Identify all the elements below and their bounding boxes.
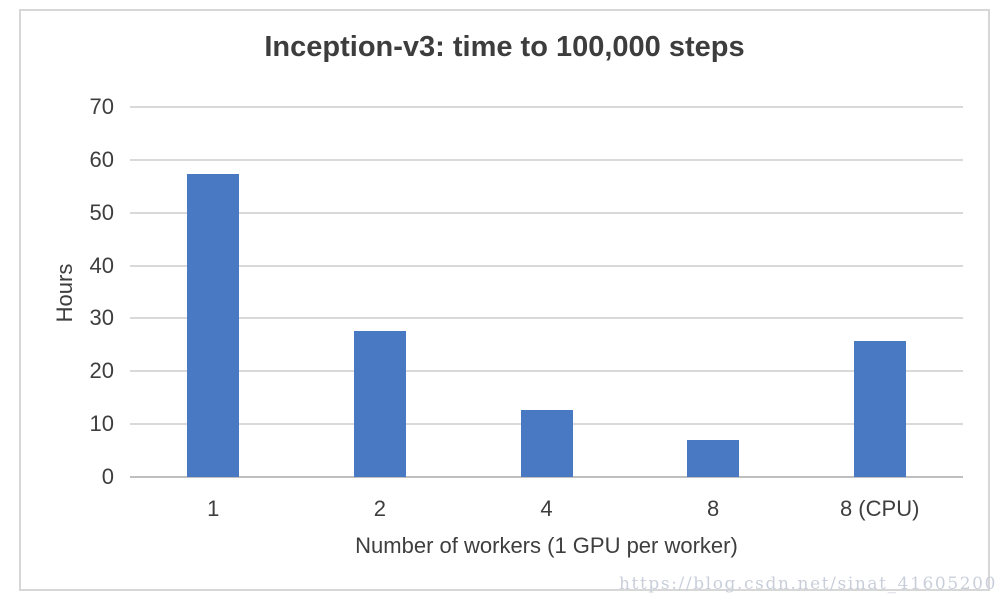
watermark-url: https://blog.csdn.net/sinat_41605200 [619, 574, 997, 594]
y-tick-label: 30 [89, 305, 114, 331]
gridline [130, 370, 963, 373]
x-tick-label: 4 [540, 496, 553, 521]
y-tick-label: 40 [89, 252, 114, 278]
x-axis-title: Number of workers (1 GPU per worker) [355, 533, 738, 558]
x-tick-label: 8 [706, 496, 720, 521]
x-tick-label: 1 [207, 496, 220, 521]
gridline [130, 106, 963, 108]
y-tick-label: 0 [101, 464, 114, 489]
bar-2 [353, 331, 406, 477]
y-axis-title: Hours [52, 263, 77, 323]
gridline [130, 317, 963, 320]
bar-1 [187, 173, 240, 477]
y-tick-label: 60 [89, 146, 114, 172]
gridline [130, 264, 963, 267]
plot-area [130, 106, 963, 478]
gridline [130, 158, 963, 161]
chart-title: Inception-v3: time to 100,000 steps [264, 31, 745, 63]
bar-8 [687, 440, 740, 477]
x-tick-label: 2 [373, 496, 387, 521]
x-tick-label: 8 (CPU) [839, 496, 920, 521]
bar-4 [520, 409, 573, 477]
bar-8 (CPU) [853, 341, 906, 477]
x-axis-line [130, 476, 963, 478]
gridline [130, 211, 963, 214]
y-tick-label: 10 [89, 411, 114, 437]
y-tick-label: 20 [89, 358, 114, 384]
y-tick-label: 50 [89, 199, 114, 225]
y-tick-label: 70 [89, 94, 114, 119]
